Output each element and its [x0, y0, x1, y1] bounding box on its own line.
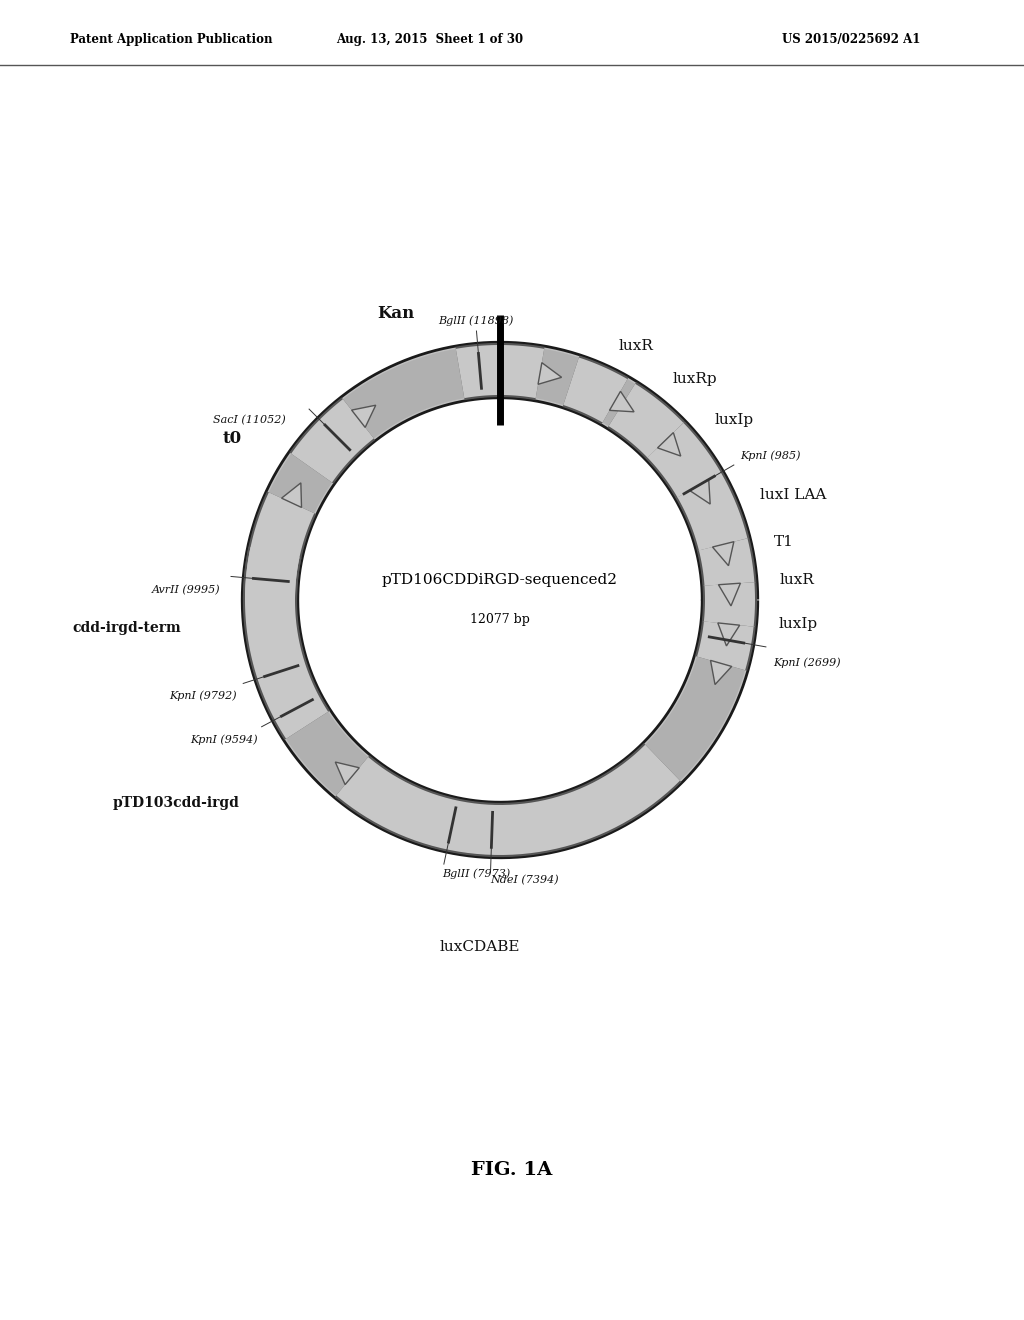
Polygon shape	[718, 623, 739, 645]
Polygon shape	[609, 391, 634, 412]
Polygon shape	[335, 762, 359, 784]
Text: luxIp: luxIp	[715, 413, 754, 426]
Text: AvrII (9995): AvrII (9995)	[152, 585, 220, 595]
Text: BglII (7973): BglII (7973)	[441, 869, 510, 879]
Text: BglII (11898): BglII (11898)	[438, 315, 514, 326]
Text: SacI (11052): SacI (11052)	[213, 414, 286, 425]
Text: luxI LAA: luxI LAA	[760, 488, 826, 502]
Polygon shape	[689, 479, 711, 504]
Text: pTD103cdd-irgd: pTD103cdd-irgd	[113, 796, 240, 810]
Polygon shape	[351, 405, 376, 428]
Text: pTD106CDDiRGD-sequenced2: pTD106CDDiRGD-sequenced2	[382, 573, 618, 587]
Polygon shape	[538, 363, 561, 384]
Polygon shape	[282, 483, 301, 507]
Text: cdd-irgd-term: cdd-irgd-term	[73, 620, 181, 635]
Text: luxR: luxR	[779, 573, 814, 587]
Text: Kan: Kan	[377, 305, 415, 322]
Text: 12077 bp: 12077 bp	[470, 614, 530, 627]
Text: luxR: luxR	[618, 339, 653, 354]
Text: KpnI (9594): KpnI (9594)	[189, 735, 257, 746]
Polygon shape	[713, 541, 734, 566]
Text: KpnI (985): KpnI (985)	[740, 450, 801, 461]
Text: FIG. 1A: FIG. 1A	[471, 1162, 553, 1179]
Text: US 2015/0225692 A1: US 2015/0225692 A1	[781, 33, 920, 46]
Text: luxCDABE: luxCDABE	[439, 940, 520, 954]
Text: Aug. 13, 2015  Sheet 1 of 30: Aug. 13, 2015 Sheet 1 of 30	[337, 33, 523, 46]
Text: Patent Application Publication: Patent Application Publication	[70, 33, 272, 46]
Polygon shape	[711, 660, 732, 685]
Text: T1: T1	[774, 535, 794, 549]
Text: t0: t0	[222, 430, 242, 447]
Text: luxRp: luxRp	[673, 372, 717, 387]
Text: KpnI (2699): KpnI (2699)	[773, 657, 841, 668]
Polygon shape	[719, 583, 740, 606]
Text: KpnI (9792): KpnI (9792)	[169, 690, 237, 701]
Polygon shape	[657, 433, 681, 455]
Text: luxIp: luxIp	[779, 618, 818, 631]
Text: NdeI (7394): NdeI (7394)	[490, 875, 559, 884]
